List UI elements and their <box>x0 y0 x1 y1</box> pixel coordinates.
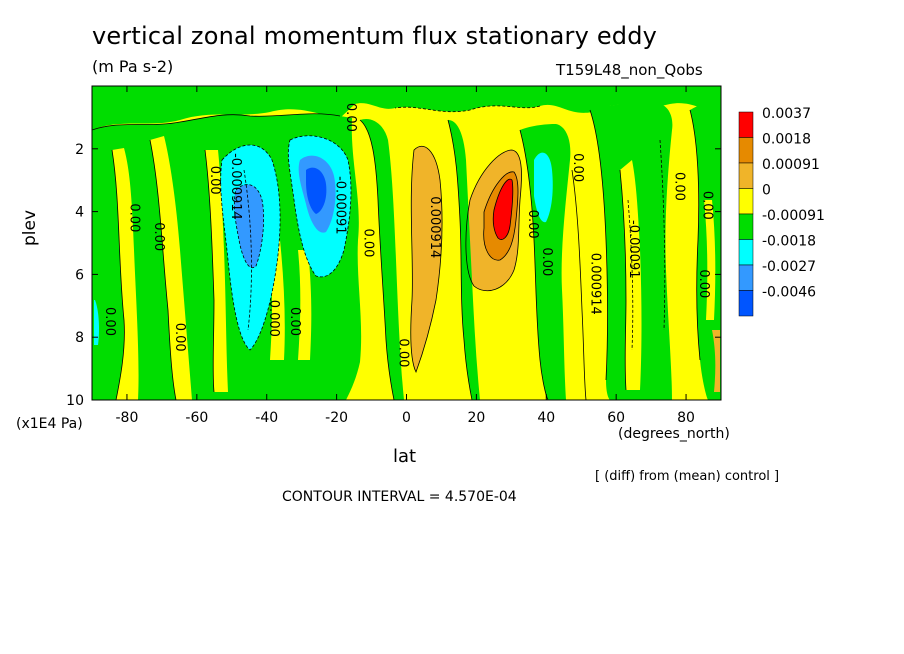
y-axis-unit: (x1E4 Pa) <box>16 416 83 432</box>
contour-label: 0.00 <box>525 210 540 239</box>
contour-label: 0.00 <box>570 153 585 182</box>
contour-label: 0.00 <box>287 307 302 336</box>
x-tick-label: 0 <box>402 410 411 426</box>
legend-label: -0.0046 <box>762 285 816 301</box>
y-tick-label: 6 <box>75 267 84 283</box>
legend-swatch <box>738 188 754 215</box>
contour-label: -0.00091 <box>626 220 641 278</box>
x-axis-ticks: -80 -60 -40 -20 0 20 40 60 80 <box>116 86 695 426</box>
deep-blue-core <box>306 167 327 214</box>
x-axis-unit: (degrees_north) <box>618 426 730 442</box>
contour-label: -0.00091 <box>333 176 348 234</box>
legend-label: -0.0027 <box>762 259 816 275</box>
legend-swatch <box>738 239 754 266</box>
y-tick-label: 8 <box>75 330 84 346</box>
x-tick-label: 20 <box>467 410 485 426</box>
y-tick-label: 10 <box>66 393 84 409</box>
contour-label: 0.000914 <box>427 196 442 258</box>
x-tick-label: 60 <box>607 410 625 426</box>
x-tick-label: -80 <box>116 410 139 426</box>
yellow-stripe-h <box>572 160 600 400</box>
green-tower-b <box>448 120 480 400</box>
legend-label: -0.00091 <box>762 208 825 224</box>
chart-title: vertical zonal momentum flux stationary … <box>92 22 658 50</box>
contour-label: 0.00 <box>207 166 222 195</box>
green-tower-c <box>520 124 571 400</box>
contour-label: 0.00 <box>172 323 187 352</box>
x-tick-label: -20 <box>325 410 348 426</box>
legend-label: 0.00091 <box>762 157 820 173</box>
legend-swatch <box>738 111 754 138</box>
contour-label: 0.00 <box>539 247 554 276</box>
blue-core-left <box>234 184 264 268</box>
legend-swatch <box>738 137 754 164</box>
legend-label: -0.0018 <box>762 234 816 250</box>
legend-swatch <box>738 213 754 240</box>
contour-label: 0.00 <box>343 103 358 132</box>
contour-interval: CONTOUR INTERVAL = 4.570E-04 <box>282 489 517 505</box>
field-shapes <box>92 86 721 400</box>
contour-label: 0.000 <box>266 300 281 337</box>
legend-swatch <box>738 264 754 291</box>
red-core <box>493 179 513 240</box>
yellow-stripe-a <box>112 148 139 400</box>
contour-label: 0.000914 <box>588 253 603 315</box>
diff-note: [ (diff) from (mean) control ] <box>595 469 780 484</box>
y-axis-ticks: 2 4 6 8 10 <box>66 142 721 409</box>
x-tick-label: 40 <box>537 410 555 426</box>
chart-subtitle-units: (m Pa s-2) <box>92 57 174 76</box>
contour-label: 0.00 <box>672 172 687 201</box>
yellow-stripe-g <box>704 200 716 320</box>
cyan-sliver-west <box>94 300 99 345</box>
green-region-top <box>92 86 721 130</box>
contour-label: 0.00 <box>151 222 166 251</box>
x-axis-label: lat <box>393 446 417 467</box>
contour-lines <box>92 105 701 400</box>
contour-label: -0.000914 <box>228 153 243 220</box>
cyan-region-right <box>534 152 553 223</box>
contour-labels: 0.00 0.00 0.00 0.00 0.00 -0.000914 0.000 0.00 -0… <box>102 103 715 367</box>
yellow-stripe-b <box>150 136 192 400</box>
contour-label: 0.00 <box>102 307 117 336</box>
legend-label: 0.0037 <box>762 106 811 122</box>
y-tick-label: 2 <box>75 142 84 158</box>
orange-region-equator <box>410 146 443 372</box>
color-legend: 0.0037 0.0018 0.00091 0 -0.00091 -0.0018 -0.00… <box>738 106 825 317</box>
green-tower-a <box>360 119 404 400</box>
y-tick-label: 4 <box>75 205 84 221</box>
contour-label: 0.00 <box>361 229 376 258</box>
contour-label: 0.00 <box>396 338 411 367</box>
x-tick-label: -60 <box>185 410 208 426</box>
yellow-stripe-e <box>298 250 312 360</box>
x-tick-label: 80 <box>677 410 695 426</box>
contour-label: 0.00 <box>126 203 141 232</box>
legend-swatch <box>738 290 754 317</box>
legend-label: 0.0018 <box>762 132 811 148</box>
contour-label: 0.00 <box>696 269 711 298</box>
legend-swatch <box>738 162 754 189</box>
yellow-stripe-f <box>620 160 642 390</box>
legend-label: 0 <box>762 183 771 199</box>
yellow-stripe-c <box>205 150 228 392</box>
contour-label: 0.00 <box>700 191 715 220</box>
x-tick-label: -40 <box>255 410 278 426</box>
orange-sliver-east <box>712 330 720 392</box>
run-label: T159L48_non_Qobs <box>556 61 703 79</box>
